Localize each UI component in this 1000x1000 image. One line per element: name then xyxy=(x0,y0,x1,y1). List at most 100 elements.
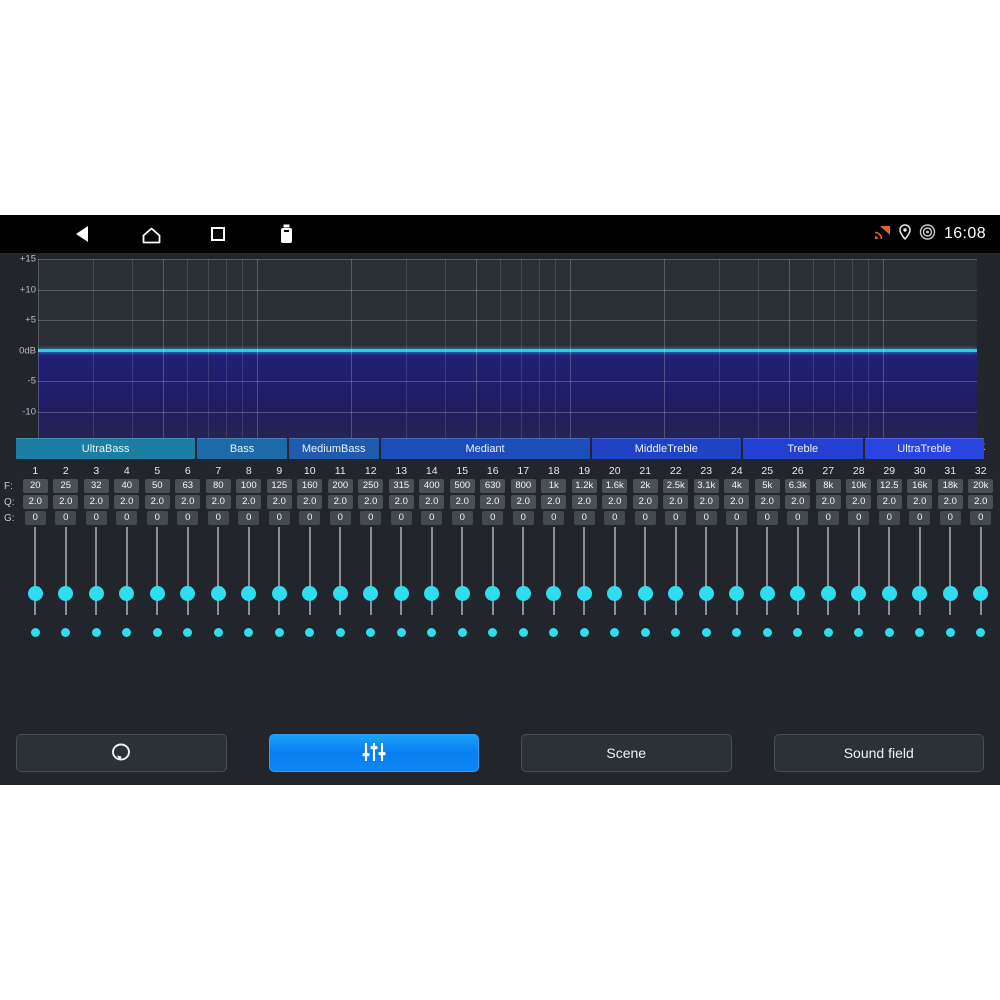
band-q-value[interactable]: 2.0 xyxy=(388,495,414,509)
slider-base-dot[interactable] xyxy=(61,628,71,637)
slider-track[interactable] xyxy=(979,527,982,615)
band-gain-value[interactable]: 0 xyxy=(268,511,290,525)
band-gain-value[interactable]: 0 xyxy=(726,511,748,525)
slider-base-dot[interactable] xyxy=(335,628,345,637)
reset-button[interactable] xyxy=(16,734,227,772)
slider-track[interactable] xyxy=(644,527,647,615)
usb-button[interactable] xyxy=(252,215,320,253)
band-frequency-value[interactable]: 315 xyxy=(388,479,414,493)
slider-base-dot[interactable] xyxy=(762,628,772,637)
band-gain-value[interactable]: 0 xyxy=(573,511,595,525)
band-q-value[interactable]: 2.0 xyxy=(663,495,689,509)
slider-track[interactable] xyxy=(95,527,98,615)
band-group-treble[interactable]: Treble xyxy=(743,438,863,459)
slider-base-dot[interactable] xyxy=(152,628,162,637)
slider-base-dot[interactable] xyxy=(30,628,40,637)
slider-thumb[interactable] xyxy=(515,585,531,601)
slider-thumb[interactable] xyxy=(668,585,684,601)
band-frequency-value[interactable]: 20k xyxy=(968,479,994,493)
band-gain-slider[interactable] xyxy=(813,527,844,637)
slider-base-dot[interactable] xyxy=(213,628,223,637)
slider-thumb[interactable] xyxy=(485,585,501,601)
slider-thumb[interactable] xyxy=(942,585,958,601)
slider-track[interactable] xyxy=(857,527,860,615)
band-frequency-value[interactable]: 4k xyxy=(724,479,750,493)
slider-track[interactable] xyxy=(583,527,586,615)
slider-base-dot[interactable] xyxy=(91,628,101,637)
slider-base-dot[interactable] xyxy=(976,628,986,637)
slider-thumb[interactable] xyxy=(363,585,379,601)
slider-thumb[interactable] xyxy=(729,585,745,601)
slider-track[interactable] xyxy=(949,527,952,615)
slider-track[interactable] xyxy=(674,527,677,615)
band-gain-value[interactable]: 0 xyxy=(55,511,77,525)
band-frequency-value[interactable]: 32 xyxy=(83,479,109,493)
band-gain-value[interactable]: 0 xyxy=(238,511,260,525)
band-gain-slider[interactable] xyxy=(539,527,570,637)
band-gain-value[interactable]: 0 xyxy=(665,511,687,525)
slider-base-dot[interactable] xyxy=(915,628,925,637)
band-gain-value[interactable]: 0 xyxy=(451,511,473,525)
band-gain-slider[interactable] xyxy=(203,527,234,637)
band-gain-slider[interactable] xyxy=(569,527,600,637)
slider-track[interactable] xyxy=(156,527,159,615)
band-gain-value[interactable]: 0 xyxy=(817,511,839,525)
band-gain-value[interactable]: 0 xyxy=(177,511,199,525)
band-gain-value[interactable]: 0 xyxy=(787,511,809,525)
band-q-value[interactable]: 2.0 xyxy=(327,495,353,509)
slider-track[interactable] xyxy=(522,527,525,615)
slider-thumb[interactable] xyxy=(119,585,135,601)
band-gain-value[interactable]: 0 xyxy=(116,511,138,525)
slider-thumb[interactable] xyxy=(576,585,592,601)
band-q-value[interactable]: 2.0 xyxy=(358,495,384,509)
slider-track[interactable] xyxy=(827,527,830,615)
band-group-ultratreble[interactable]: UltraTreble xyxy=(864,438,984,459)
band-gain-slider[interactable] xyxy=(81,527,112,637)
band-group-mediant[interactable]: Mediant xyxy=(380,438,590,459)
band-q-value[interactable]: 2.0 xyxy=(754,495,780,509)
slider-thumb[interactable] xyxy=(149,585,165,601)
band-gain-value[interactable]: 0 xyxy=(848,511,870,525)
band-gain-value[interactable]: 0 xyxy=(756,511,778,525)
band-gain-slider[interactable] xyxy=(752,527,783,637)
band-gain-slider[interactable] xyxy=(630,527,661,637)
band-frequency-value[interactable]: 1k xyxy=(541,479,567,493)
band-group-ultrabass[interactable]: UltraBass xyxy=(16,438,196,459)
band-frequency-value[interactable]: 1.2k xyxy=(571,479,597,493)
band-gain-slider[interactable] xyxy=(966,527,997,637)
band-gain-value[interactable]: 0 xyxy=(604,511,626,525)
band-frequency-value[interactable]: 40 xyxy=(114,479,140,493)
slider-base-dot[interactable] xyxy=(823,628,833,637)
band-gain-slider[interactable] xyxy=(691,527,722,637)
slider-thumb[interactable] xyxy=(88,585,104,601)
band-gain-slider[interactable] xyxy=(935,527,966,637)
slider-base-dot[interactable] xyxy=(732,628,742,637)
slider-track[interactable] xyxy=(125,527,128,615)
band-gain-value[interactable]: 0 xyxy=(299,511,321,525)
slider-base-dot[interactable] xyxy=(640,628,650,637)
band-gain-slider[interactable] xyxy=(234,527,265,637)
band-frequency-value[interactable]: 200 xyxy=(327,479,353,493)
slider-thumb[interactable] xyxy=(851,585,867,601)
slider-track[interactable] xyxy=(186,527,189,615)
band-q-value[interactable]: 2.0 xyxy=(144,495,170,509)
band-q-value[interactable]: 2.0 xyxy=(571,495,597,509)
band-q-value[interactable]: 2.0 xyxy=(297,495,323,509)
slider-thumb[interactable] xyxy=(820,585,836,601)
band-gain-value[interactable]: 0 xyxy=(207,511,229,525)
band-gain-slider[interactable] xyxy=(173,527,204,637)
band-gain-value[interactable]: 0 xyxy=(909,511,931,525)
band-gain-slider[interactable] xyxy=(325,527,356,637)
slider-base-dot[interactable] xyxy=(701,628,711,637)
band-q-value[interactable]: 2.0 xyxy=(632,495,658,509)
slider-thumb[interactable] xyxy=(271,585,287,601)
band-frequency-value[interactable]: 12.5 xyxy=(876,479,902,493)
band-gain-value[interactable]: 0 xyxy=(970,511,992,525)
band-q-value[interactable]: 2.0 xyxy=(876,495,902,509)
band-gain-slider[interactable] xyxy=(386,527,417,637)
band-frequency-value[interactable]: 100 xyxy=(236,479,262,493)
home-button[interactable] xyxy=(116,215,184,253)
band-q-value[interactable]: 2.0 xyxy=(236,495,262,509)
slider-thumb[interactable] xyxy=(241,585,257,601)
recents-button[interactable] xyxy=(184,215,252,253)
